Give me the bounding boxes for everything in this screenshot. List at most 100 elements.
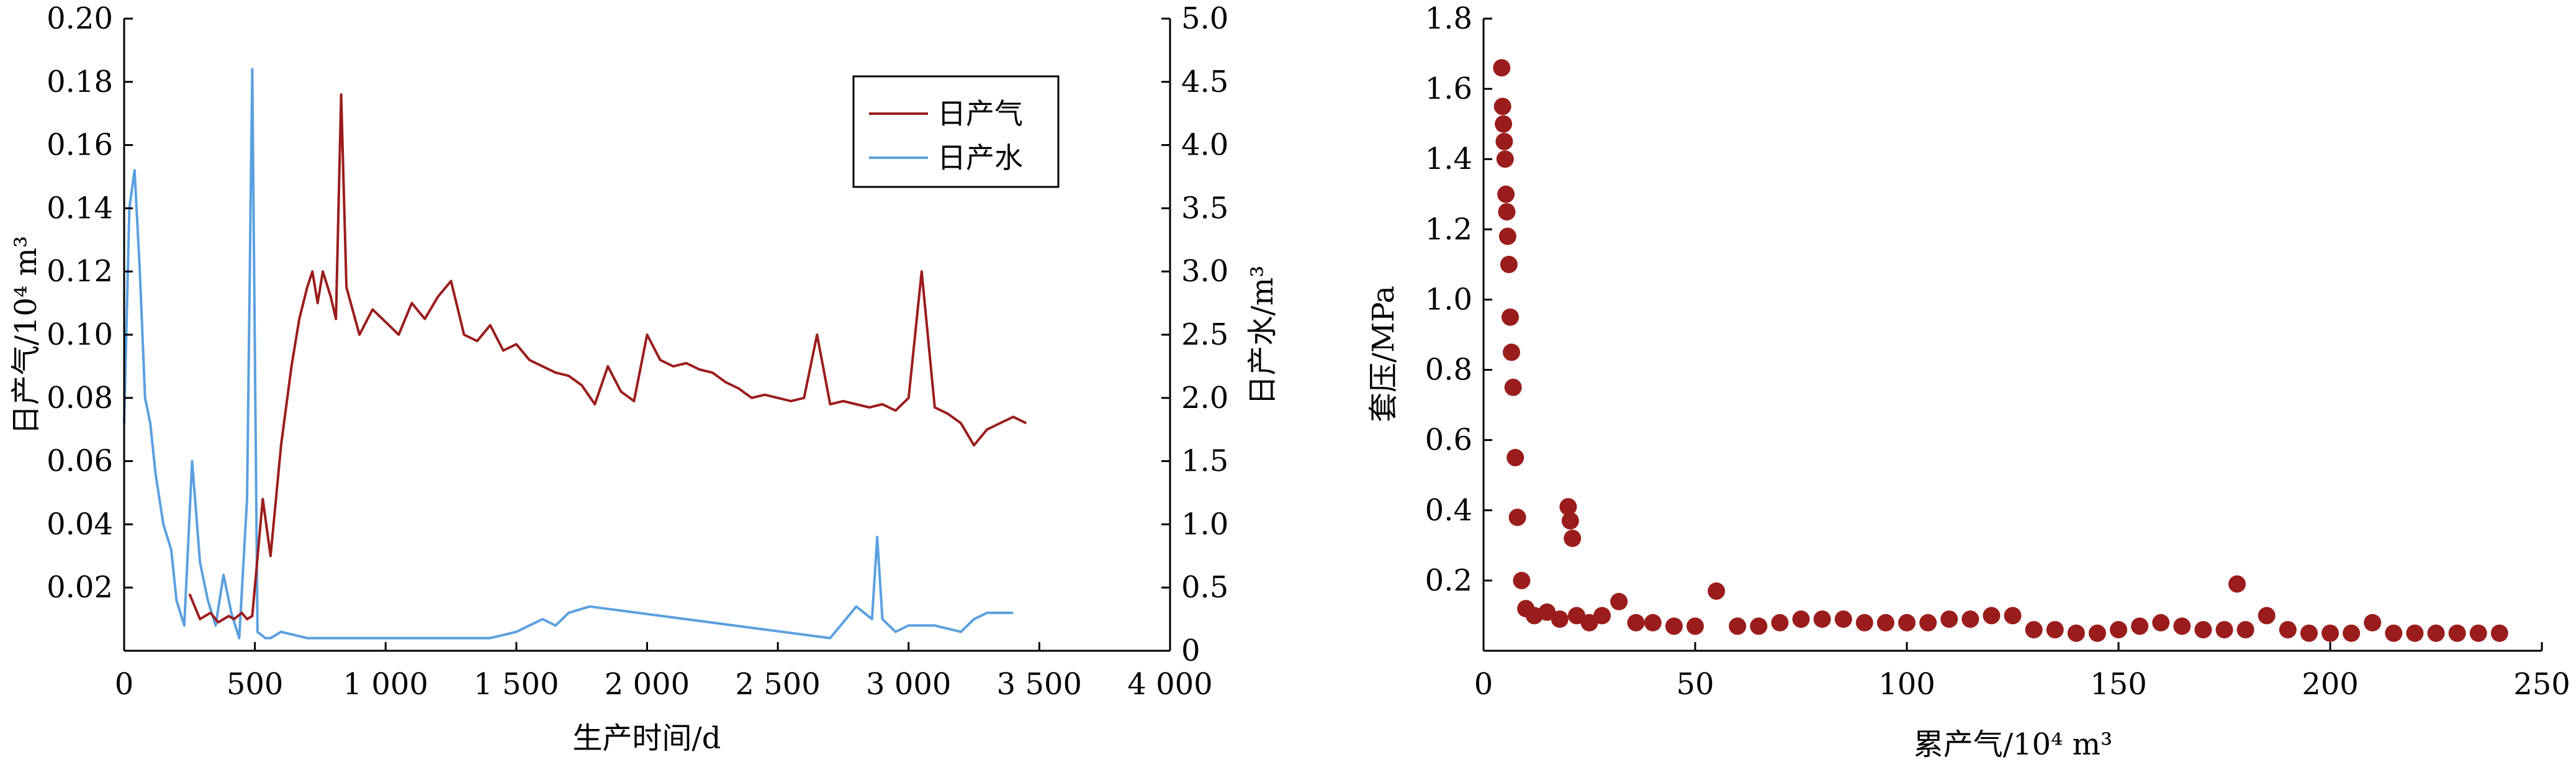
scatter-point xyxy=(1750,617,1768,635)
scatter-point xyxy=(1493,59,1511,77)
scatter-point xyxy=(1495,115,1513,133)
scatter-point xyxy=(1493,97,1511,116)
scatter-point xyxy=(2258,607,2276,625)
right-chart: 0 50 100 150 200 250 0.2 0.4 0.6 0.8 1.0 1.2 1.4 1.6 1… xyxy=(1366,1,2570,762)
legend-box xyxy=(852,75,1060,188)
y-tick-label: 1.6 xyxy=(1425,71,1472,106)
scatter-point xyxy=(1834,610,1852,628)
scatter-point xyxy=(2228,575,2246,593)
scatter-point xyxy=(2173,617,2191,635)
x-tick-label: 2 500 xyxy=(735,667,820,702)
scatter-point xyxy=(1580,614,1598,632)
scatter-point xyxy=(1561,512,1579,530)
x-tick-label: 3 500 xyxy=(997,667,1082,702)
x-tick-label: 4 000 xyxy=(1127,667,1212,702)
x-tick-label: 0 xyxy=(1474,667,1493,702)
left-y-tick-label: 0.10 xyxy=(47,317,113,352)
scatter-point xyxy=(1983,607,2001,625)
scatter-point xyxy=(1564,530,1582,547)
scatter-point xyxy=(2131,617,2149,635)
scatter-point xyxy=(2385,624,2403,642)
scatter-point xyxy=(1855,614,1873,632)
left-y-tick-label: 0.12 xyxy=(47,254,113,289)
x-tick-label: 250 xyxy=(2513,667,2570,702)
right-chart-y-axis-label: 套压/MPa xyxy=(1366,286,1401,422)
scatter-point xyxy=(2469,624,2487,642)
scatter-point xyxy=(2215,621,2233,639)
scatter-point xyxy=(2152,614,2170,632)
y-tick-label: 1.2 xyxy=(1425,212,1472,247)
x-tick-label: 200 xyxy=(2302,667,2359,702)
scatter-points xyxy=(1493,59,2508,642)
scatter-point xyxy=(1898,614,1916,632)
right-y-tick-label: 0.5 xyxy=(1181,570,1228,605)
scatter-point xyxy=(1876,614,1894,632)
right-y-tick-label: 4.0 xyxy=(1181,128,1228,163)
left-y-tick-label: 0.04 xyxy=(47,507,113,541)
left-chart-ticks: 0 500 1 000 1 500 2 000 2 500 3 000 3 500 4 0000… xyxy=(47,1,1228,702)
x-tick-label: 500 xyxy=(227,667,284,702)
scatter-point xyxy=(2110,621,2127,639)
x-tick-label: 3 000 xyxy=(866,667,951,702)
gas-series-line xyxy=(188,93,1027,624)
right-y-tick-label: 5.0 xyxy=(1181,1,1228,36)
y-tick-label: 0.8 xyxy=(1425,353,1472,387)
scatter-point xyxy=(1551,610,1569,628)
scatter-point xyxy=(1503,343,1520,361)
scatter-point xyxy=(1506,448,1524,466)
left-y-tick-label: 0.16 xyxy=(47,128,113,163)
scatter-point xyxy=(2025,621,2043,639)
scatter-point xyxy=(2322,624,2339,642)
right-y-tick-label: 2.0 xyxy=(1181,381,1228,415)
x-tick-label: 100 xyxy=(1878,667,1935,702)
scatter-point xyxy=(1538,603,1556,621)
scatter-point xyxy=(2088,624,2106,642)
y-tick-label: 1.4 xyxy=(1425,142,1472,176)
scatter-point xyxy=(1792,610,1810,628)
scatter-point xyxy=(1593,607,1611,625)
left-x-axis-label: 生产时间/d xyxy=(573,721,721,756)
y-tick-label: 0.6 xyxy=(1425,423,1472,458)
scatter-point xyxy=(1627,614,1645,632)
scatter-point xyxy=(1502,308,1519,326)
scatter-point xyxy=(2364,614,2382,632)
left-y-tick-label: 0.08 xyxy=(47,381,113,415)
scatter-point xyxy=(2300,624,2318,642)
scatter-point xyxy=(2279,621,2297,639)
water-series-line xyxy=(123,68,1014,640)
scatter-point xyxy=(1559,498,1577,516)
scatter-point xyxy=(1500,255,1518,273)
scatter-point xyxy=(2067,624,2085,642)
scatter-point xyxy=(1498,203,1516,221)
y-tick-label: 1.8 xyxy=(1425,1,1472,36)
left-chart: 0 500 1 000 1 500 2 000 2 500 3 000 3 500 4 0000… xyxy=(9,1,1280,756)
right-y-tick-label: 0 xyxy=(1181,633,1200,668)
right-y-tick-label: 4.5 xyxy=(1181,65,1228,99)
right-y-tick-label: 1.5 xyxy=(1181,444,1228,479)
right-y-tick-label: 2.5 xyxy=(1181,317,1228,352)
scatter-point xyxy=(2406,624,2424,642)
scatter-point xyxy=(1610,592,1628,610)
left-y-tick-label: 0.02 xyxy=(47,570,113,605)
x-tick-label: 50 xyxy=(1676,667,1714,702)
right-chart-ticks: 0 50 100 150 200 250 0.2 0.4 0.6 0.8 1.0 1.2 1.4 1.6 1… xyxy=(1425,1,2570,702)
scatter-point xyxy=(2448,624,2466,642)
scatter-point xyxy=(1919,614,1937,632)
x-tick-label: 1 000 xyxy=(343,667,428,702)
left-y-axis-label: 日产气/10⁴ m³ xyxy=(9,236,43,435)
right-axes-frame xyxy=(1482,19,2542,652)
scatter-point xyxy=(1504,378,1522,396)
scatter-point xyxy=(1961,610,1979,628)
scatter-point xyxy=(2427,624,2445,642)
scatter-point xyxy=(1497,185,1515,203)
scatter-point xyxy=(1513,571,1531,589)
scatter-point xyxy=(1708,582,1726,600)
legend-water-label: 日产水 xyxy=(937,141,1023,174)
right-y-tick-label: 1.0 xyxy=(1181,507,1228,541)
scatter-point xyxy=(2046,621,2064,639)
x-tick-label: 1 500 xyxy=(474,667,559,702)
scatter-point xyxy=(2194,621,2212,639)
scatter-point xyxy=(1771,614,1789,632)
x-tick-label: 150 xyxy=(2090,667,2147,702)
